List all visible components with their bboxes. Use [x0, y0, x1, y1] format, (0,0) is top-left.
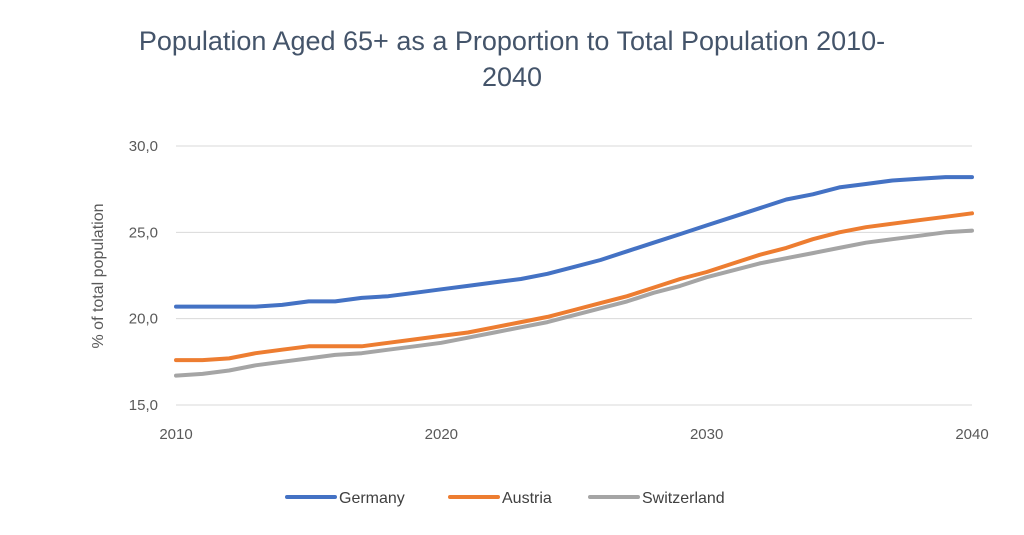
chart-title-line-1: Population Aged 65+ as a Proportion to T…: [139, 26, 885, 56]
series-line-switzerland: [174, 228, 974, 378]
y-tick-label: 25,0: [129, 224, 158, 241]
legend-label-germany: Germany: [339, 490, 405, 507]
y-tick-label: 20,0: [129, 311, 158, 328]
series-line-austria: [174, 211, 974, 363]
y-tick-label: 30,0: [129, 138, 158, 155]
y-axis-ticks: 15,0 20,0 25,0 30,0: [129, 138, 158, 414]
x-tick-label: 2010: [159, 426, 192, 443]
y-axis-title: % of total population: [90, 204, 107, 349]
x-tick-label: 2020: [425, 426, 458, 443]
x-tick-label: 2030: [690, 426, 723, 443]
x-axis-ticks: 2010 2020 2030 2040: [159, 426, 988, 443]
series-line-germany: [174, 175, 974, 309]
gridlines: [176, 145, 972, 406]
legend-label-switzerland: Switzerland: [642, 490, 725, 507]
chart-title-line-2: 2040: [482, 62, 542, 92]
series-lines: [174, 175, 974, 378]
legend: Germany Austria Switzerland: [285, 490, 725, 507]
x-tick-label: 2040: [955, 426, 988, 443]
y-tick-label: 15,0: [129, 397, 158, 414]
legend-label-austria: Austria: [502, 490, 552, 507]
